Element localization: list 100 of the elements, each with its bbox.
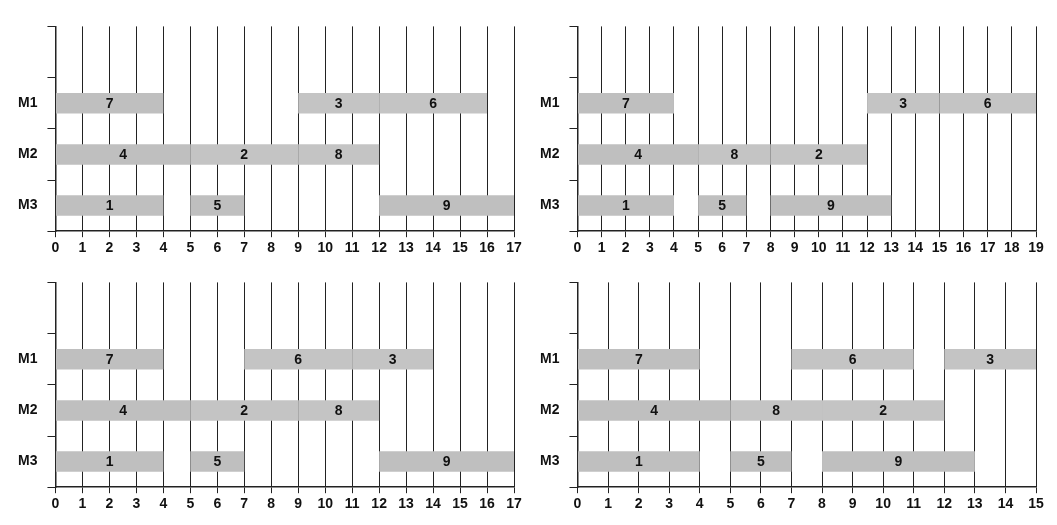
y-tick-label: M1	[18, 94, 38, 111]
x-tick-label: 16	[955, 239, 972, 256]
x-tick-label: 3	[132, 239, 141, 256]
x-tick-label: 5	[186, 495, 195, 512]
x-tick-label: 16	[479, 495, 496, 512]
x-tick-label: 13	[398, 495, 415, 512]
y-tick-label: M1	[540, 350, 560, 367]
x-tick-label: 7	[240, 495, 249, 512]
x-tick-label: 8	[766, 239, 775, 256]
x-tick-label: 14	[907, 239, 924, 256]
x-tick-label: 17	[506, 495, 522, 512]
x-tick-label: 10	[317, 239, 334, 256]
series-label: 8	[772, 402, 781, 419]
series-label: 9	[442, 197, 451, 214]
x-tick-label: 2	[621, 239, 630, 256]
series-label: 1	[622, 197, 631, 214]
x-tick-label: 6	[213, 239, 222, 256]
x-tick-label: 6	[718, 239, 727, 256]
y-tick-label: M3	[18, 196, 38, 213]
x-tick-label: 1	[78, 495, 87, 512]
x-tick-label: 2	[105, 495, 114, 512]
x-tick-label: 6	[756, 495, 765, 512]
series-label: 2	[879, 402, 888, 419]
series-label: 6	[429, 95, 438, 112]
x-tick-label: 13	[883, 239, 900, 256]
series-label: 6	[294, 351, 303, 368]
series-label: 2	[240, 402, 249, 419]
x-tick-label: 5	[726, 495, 735, 512]
x-tick-label: 11	[835, 239, 851, 256]
x-tick-label: 1	[78, 239, 87, 256]
x-tick-label: 12	[859, 239, 876, 256]
series-label: 3	[899, 95, 908, 112]
x-tick-label: 13	[967, 495, 983, 512]
x-tick-label: 9	[294, 239, 303, 256]
series-label: 2	[814, 146, 823, 163]
x-tick-label: 19	[1028, 239, 1044, 256]
x-tick-label: 3	[645, 239, 654, 256]
x-tick-label: 3	[132, 495, 141, 512]
x-tick-label: 0	[573, 495, 582, 512]
x-tick-label: 15	[1028, 495, 1044, 512]
x-tick-label: 2	[105, 239, 114, 256]
x-tick-label: 5	[186, 239, 195, 256]
x-tick-label: 14	[425, 495, 442, 512]
x-tick-label: 0	[51, 495, 60, 512]
x-tick-label: 4	[159, 239, 168, 256]
x-tick-label: 12	[936, 495, 953, 512]
x-tick-label: 0	[51, 239, 60, 256]
x-tick-label: 2	[634, 495, 643, 512]
series-label: 1	[105, 197, 114, 214]
x-tick-label: 7	[742, 239, 751, 256]
x-tick-label: 15	[452, 239, 469, 256]
x-tick-label: 11	[344, 495, 360, 512]
series-label: 8	[730, 146, 739, 163]
x-tick-label: 3	[665, 495, 674, 512]
series-label: 4	[650, 402, 659, 419]
x-tick-label: 4	[695, 495, 704, 512]
y-tick-label: M1	[540, 94, 560, 111]
series-label: 4	[634, 146, 643, 163]
x-tick-label: 0	[573, 239, 582, 256]
x-tick-label: 4	[159, 495, 168, 512]
x-tick-label: 9	[848, 495, 857, 512]
x-tick-label: 17	[979, 239, 996, 256]
x-tick-label: 1	[597, 239, 606, 256]
x-tick-label: 4	[670, 239, 679, 256]
series-label: 7	[105, 351, 114, 368]
series-label: 9	[826, 197, 835, 214]
series-label: 3	[986, 351, 995, 368]
y-tick-label: M2	[18, 401, 38, 418]
series-label: 5	[718, 197, 727, 214]
series-label: 9	[442, 453, 451, 470]
x-tick-label: 11	[344, 239, 360, 256]
x-tick-label: 12	[371, 239, 388, 256]
series-label: 7	[105, 95, 114, 112]
series-label: 7	[622, 95, 631, 112]
x-tick-label: 1	[604, 495, 613, 512]
x-tick-label: 17	[506, 239, 522, 256]
y-tick-label: M2	[540, 401, 560, 418]
x-tick-label: 16	[479, 239, 496, 256]
x-tick-label: 14	[425, 239, 442, 256]
x-tick-label: 8	[267, 495, 276, 512]
x-tick-label: 8	[267, 239, 276, 256]
y-tick-label: M2	[18, 145, 38, 162]
x-tick-label: 10	[811, 239, 827, 256]
series-label: 8	[334, 146, 343, 163]
series-label: 6	[983, 95, 992, 112]
x-tick-label: 8	[818, 495, 827, 512]
y-tick-label: M3	[540, 452, 560, 469]
series-label: 5	[213, 197, 222, 214]
x-tick-label: 11	[906, 495, 922, 512]
series-label: 7	[634, 351, 643, 368]
x-tick-label: 9	[294, 495, 303, 512]
series-label: 5	[213, 453, 222, 470]
x-tick-label: 14	[997, 495, 1014, 512]
series-label: 2	[240, 146, 249, 163]
x-tick-label: 7	[787, 495, 796, 512]
series-label: 4	[119, 402, 128, 419]
series-label: 5	[756, 453, 765, 470]
series-label: 1	[105, 453, 114, 470]
series-label: 1	[634, 453, 643, 470]
series-label: 3	[334, 95, 343, 112]
